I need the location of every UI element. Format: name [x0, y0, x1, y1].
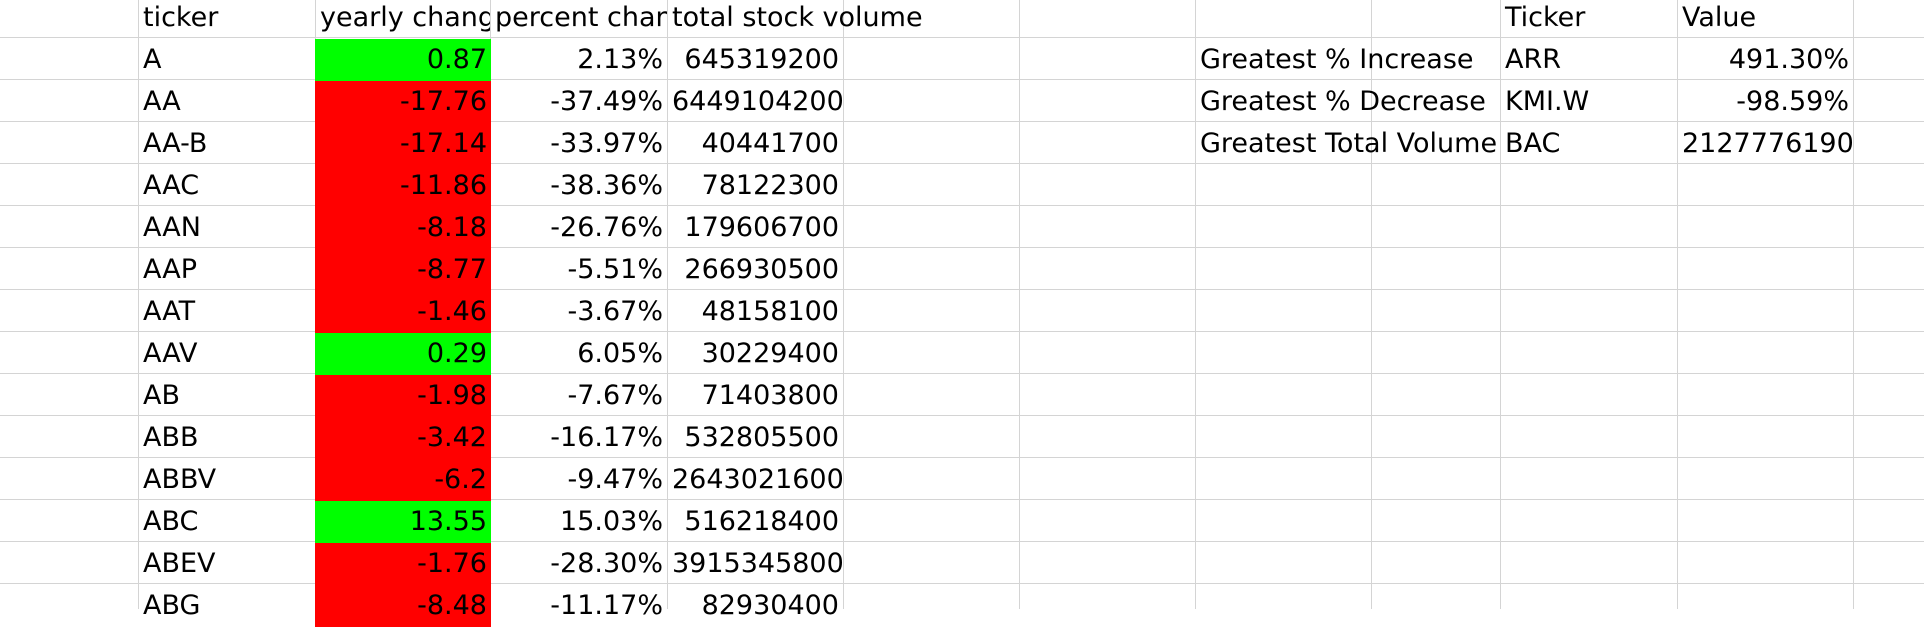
cell-ticker[interactable]: ABB: [143, 422, 199, 453]
cell-ticker[interactable]: AAV: [143, 338, 198, 369]
cell-yearly-change[interactable]: -3.42: [315, 417, 491, 459]
summary-ticker[interactable]: BAC: [1505, 128, 1561, 159]
cell-total-stock-volume[interactable]: 30229400: [701, 338, 839, 369]
summary-value[interactable]: -98.59%: [1736, 86, 1849, 117]
column-gridline: [1019, 0, 1020, 609]
summary-label[interactable]: Greatest Total Volume: [1200, 128, 1498, 159]
header-percent-change[interactable]: percent change: [495, 2, 667, 33]
cell-ticker[interactable]: ABBV: [143, 464, 217, 495]
summary-ticker[interactable]: ARR: [1505, 44, 1561, 75]
cell-percent-change[interactable]: -37.49%: [550, 86, 663, 117]
cell-percent-change[interactable]: 15.03%: [560, 506, 663, 537]
cell-percent-change[interactable]: 6.05%: [577, 338, 663, 369]
cell-yearly-change[interactable]: 0.29: [315, 333, 491, 375]
cell-percent-change[interactable]: -28.30%: [550, 548, 663, 579]
row-gridline: [0, 163, 1924, 164]
cell-ticker[interactable]: AA-B: [143, 128, 208, 159]
row-gridline: [0, 289, 1924, 290]
row-gridline: [0, 373, 1924, 374]
cell-total-stock-volume[interactable]: 266930500: [684, 254, 839, 285]
cell-total-stock-volume[interactable]: 645319200: [684, 44, 839, 75]
summary-header-ticker[interactable]: Ticker: [1505, 2, 1586, 33]
cell-percent-change[interactable]: -38.36%: [550, 170, 663, 201]
cell-percent-change[interactable]: -9.47%: [567, 464, 663, 495]
column-gridline: [1677, 0, 1678, 609]
row-gridline: [0, 457, 1924, 458]
cell-yearly-change[interactable]: -17.14: [315, 123, 491, 165]
cell-yearly-change[interactable]: -1.46: [315, 291, 491, 333]
cell-total-stock-volume[interactable]: 2643021600: [672, 464, 843, 495]
cell-ticker[interactable]: A: [143, 44, 162, 75]
column-gridline: [1371, 0, 1372, 609]
row-gridline: [0, 205, 1924, 206]
cell-total-stock-volume[interactable]: 532805500: [684, 422, 839, 453]
cell-yearly-change[interactable]: 0.87: [315, 39, 491, 81]
cell-percent-change[interactable]: -11.17%: [550, 590, 663, 621]
cell-ticker[interactable]: AAC: [143, 170, 200, 201]
cell-total-stock-volume[interactable]: 71403800: [701, 380, 839, 411]
cell-ticker[interactable]: AAP: [143, 254, 197, 285]
cell-yearly-change[interactable]: 13.55: [315, 501, 491, 543]
column-gridline: [1853, 0, 1854, 609]
cell-ticker[interactable]: ABG: [143, 590, 201, 621]
row-gridline: [0, 247, 1924, 248]
cell-ticker[interactable]: AB: [143, 380, 180, 411]
cell-total-stock-volume[interactable]: 40441700: [701, 128, 839, 159]
row-gridline: [0, 79, 1924, 80]
cell-percent-change[interactable]: -16.17%: [550, 422, 663, 453]
cell-percent-change[interactable]: -7.67%: [567, 380, 663, 411]
row-gridline: [0, 583, 1924, 584]
cell-percent-change[interactable]: -26.76%: [550, 212, 663, 243]
row-gridline: [0, 415, 1924, 416]
cell-percent-change[interactable]: -3.67%: [567, 296, 663, 327]
cell-yearly-change[interactable]: -8.18: [315, 207, 491, 249]
cell-ticker[interactable]: AAN: [143, 212, 201, 243]
cell-total-stock-volume[interactable]: 6449104200: [672, 86, 843, 117]
column-gridline: [667, 0, 668, 609]
cell-yearly-change[interactable]: -8.77: [315, 249, 491, 291]
summary-label[interactable]: Greatest % Increase: [1200, 44, 1474, 75]
row-gridline: [0, 37, 1924, 38]
header-total-stock-volume[interactable]: total stock volume: [672, 2, 923, 33]
column-gridline: [1500, 0, 1501, 609]
cell-total-stock-volume[interactable]: 48158100: [701, 296, 839, 327]
cell-percent-change[interactable]: 2.13%: [577, 44, 663, 75]
summary-header-value[interactable]: Value: [1682, 2, 1757, 33]
cell-ticker[interactable]: ABEV: [143, 548, 216, 579]
summary-ticker[interactable]: KMI.W: [1505, 86, 1590, 117]
row-gridline: [0, 541, 1924, 542]
summary-value[interactable]: 491.30%: [1728, 44, 1849, 75]
cell-yearly-change[interactable]: -17.76: [315, 81, 491, 123]
row-gridline: [0, 499, 1924, 500]
cell-ticker[interactable]: AA: [143, 86, 181, 117]
cell-total-stock-volume[interactable]: 82930400: [701, 590, 839, 621]
cell-total-stock-volume[interactable]: 78122300: [701, 170, 839, 201]
header-ticker[interactable]: ticker: [143, 2, 219, 33]
cell-total-stock-volume[interactable]: 516218400: [684, 506, 839, 537]
column-gridline: [138, 0, 139, 609]
row-gridline: [0, 331, 1924, 332]
column-gridline: [843, 0, 844, 609]
summary-label[interactable]: Greatest % Decrease: [1200, 86, 1486, 117]
cell-yearly-change[interactable]: -11.86: [315, 165, 491, 207]
row-gridline: [0, 121, 1924, 122]
cell-percent-change[interactable]: -5.51%: [567, 254, 663, 285]
cell-total-stock-volume[interactable]: 179606700: [684, 212, 839, 243]
cell-yearly-change[interactable]: -1.76: [315, 543, 491, 585]
cell-ticker[interactable]: ABC: [143, 506, 199, 537]
cell-percent-change[interactable]: -33.97%: [550, 128, 663, 159]
cell-yearly-change[interactable]: -6.2: [315, 459, 491, 501]
header-yearly-change[interactable]: yearly change: [320, 2, 490, 33]
cell-yearly-change[interactable]: -1.98: [315, 375, 491, 417]
summary-value[interactable]: 21277761900: [1682, 128, 1853, 159]
cell-yearly-change[interactable]: -8.48: [315, 585, 491, 627]
cell-total-stock-volume[interactable]: 3915345800: [672, 548, 843, 579]
cell-ticker[interactable]: AAT: [143, 296, 196, 327]
column-gridline: [1195, 0, 1196, 609]
